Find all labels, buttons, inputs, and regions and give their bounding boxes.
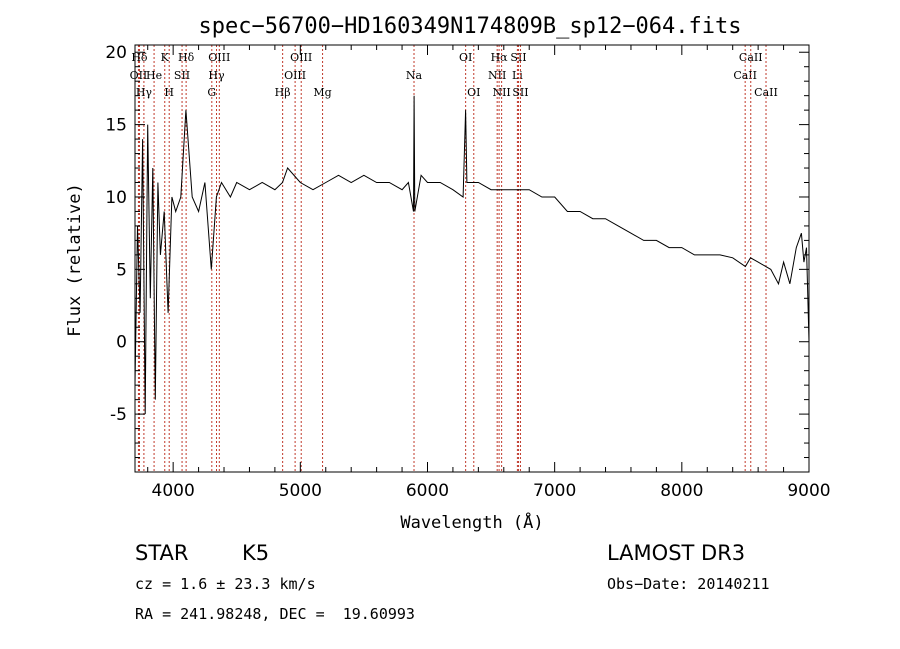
line-label: CaII bbox=[733, 69, 757, 82]
line-label: SII bbox=[512, 86, 528, 99]
y-tick-label: 10 bbox=[105, 188, 127, 208]
line-label: CaII bbox=[754, 86, 778, 99]
x-tick-label: 4000 bbox=[152, 481, 195, 501]
chart-title: spec−56700−HD160349N174809B_sp12−064.fit… bbox=[198, 14, 741, 39]
x-tick-label: 6000 bbox=[406, 481, 449, 501]
line-label: G bbox=[207, 86, 216, 99]
line-label: OIII bbox=[284, 69, 306, 82]
line-label: Hα bbox=[491, 51, 509, 64]
y-axis-label: Flux (relative) bbox=[65, 183, 85, 337]
survey-name: LAMOST DR3 bbox=[607, 541, 746, 565]
line-label: Hδ bbox=[131, 51, 148, 64]
line-label: Hγ bbox=[136, 86, 153, 99]
y-tick-label: -5 bbox=[110, 405, 127, 425]
line-label: K bbox=[161, 51, 170, 64]
obs-date: Obs−Date: 20140211 bbox=[607, 575, 770, 593]
line-label: OI bbox=[467, 86, 480, 99]
line-label: Na bbox=[406, 69, 423, 82]
x-tick-label: 5000 bbox=[279, 481, 322, 501]
y-tick-label: 15 bbox=[105, 116, 127, 136]
line-label: Li bbox=[512, 69, 523, 82]
line-label: Mg bbox=[313, 86, 331, 99]
line-label: NII bbox=[492, 86, 510, 99]
x-axis-label: Wavelength (Å) bbox=[400, 511, 543, 533]
line-label: H bbox=[164, 86, 174, 99]
line-label: SII bbox=[174, 69, 190, 82]
x-tick-label: 9000 bbox=[787, 481, 830, 501]
line-label: Hδ bbox=[178, 51, 195, 64]
y-tick-label: 5 bbox=[116, 260, 127, 280]
line-label: OI bbox=[459, 51, 472, 64]
spectrum-line bbox=[134, 95, 810, 415]
line-label: Hγ bbox=[208, 69, 225, 82]
line-label: Hβ bbox=[275, 86, 291, 99]
line-label: CaII bbox=[739, 51, 763, 64]
redshift-text: cz = 1.6 ± 23.3 km/s bbox=[135, 575, 316, 593]
line-label: OIII bbox=[208, 51, 230, 64]
y-tick-label: 0 bbox=[116, 333, 127, 353]
plot-frame bbox=[134, 44, 810, 473]
x-tick-label: 8000 bbox=[660, 481, 703, 501]
line-label: OII bbox=[130, 69, 148, 82]
y-tick-label: 20 bbox=[105, 43, 127, 63]
emission-line-markers: OIIHδHγHeKHSIIHδGHγOIIIHβOIIIOIIIMgNaOIO… bbox=[130, 45, 778, 472]
line-label: NII bbox=[488, 69, 506, 82]
line-label: SII bbox=[510, 51, 526, 64]
object-class: STAR bbox=[135, 541, 189, 565]
coordinates: RA = 241.98248, DEC = 19.60993 bbox=[135, 605, 415, 623]
axes: 4000 5000 6000 7000 8000 9000 -5 0 5 10 15 20 bbox=[105, 43, 830, 501]
x-tick-label: 7000 bbox=[533, 481, 576, 501]
object-subclass: K5 bbox=[242, 541, 270, 565]
line-label: He bbox=[146, 69, 162, 82]
line-label: OIII bbox=[290, 51, 312, 64]
